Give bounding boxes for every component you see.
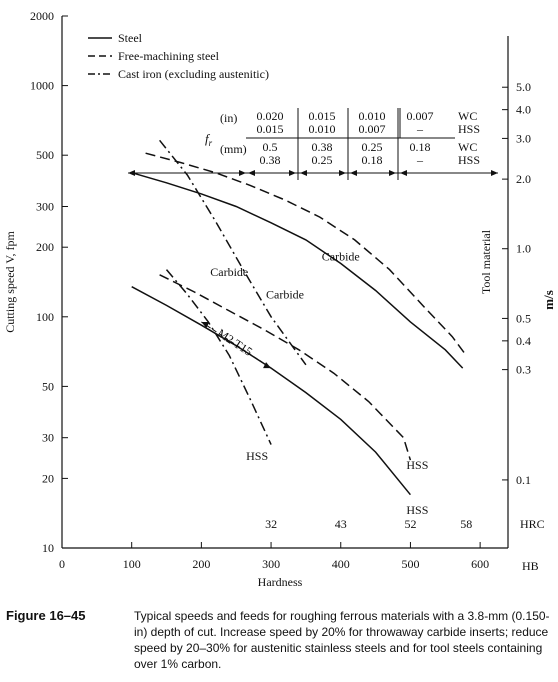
annotation-label: Carbide [210, 265, 248, 279]
series-line-3 [131, 286, 411, 496]
hrc-tick-label: 43 [335, 517, 347, 531]
feed-unit: (in) [220, 111, 237, 125]
feed-range-arrowhead [339, 170, 346, 176]
feed-range-arrowhead [289, 170, 296, 176]
feed-tool: HSS [458, 153, 480, 167]
y-right-tick-label: 1.0 [516, 242, 531, 256]
feed-cell-bottom: – [416, 153, 424, 167]
feed-cell-top: 0.015 [309, 109, 336, 123]
chart: 20001000500300200100503020105.04.03.02.0… [3, 9, 556, 589]
feed-range-arrowhead [350, 170, 357, 176]
feed-range-arrowhead [491, 170, 498, 176]
feed-range-arrowhead [300, 170, 307, 176]
series-line-1 [131, 171, 464, 369]
legend-label: Free-machining steel [118, 49, 220, 63]
x-tick-label: 100 [123, 557, 141, 571]
feed-cell-top: 0.007 [407, 109, 434, 123]
series-line-5 [159, 139, 307, 366]
feed-table: fr(in) 0.0200.0150.0150.0100.0100.0070.00… [128, 108, 498, 180]
feed-cell-bottom: 0.18 [362, 153, 383, 167]
y-right-tick-label: 0.3 [516, 363, 531, 377]
annotation-label: Carbide [322, 250, 360, 264]
series-line-4 [159, 274, 412, 461]
feed-cell-bottom: 0.38 [260, 153, 281, 167]
chart-axes: 20001000500300200100503020105.04.03.02.0… [3, 9, 556, 589]
legend-label: Steel [118, 31, 143, 45]
feed-range-arrowhead [128, 170, 135, 176]
feed-range-arrowhead [239, 170, 246, 176]
y-right-tick-label: 0.4 [516, 334, 531, 348]
x-tick-label: 200 [192, 557, 210, 571]
annotation-label: Carbide [266, 287, 304, 301]
tool-material-label: Tool material [479, 229, 493, 294]
y-axis-label: Cutting speed V, fpm [3, 231, 17, 333]
figure-label: Figure 16–45 [6, 608, 86, 623]
x-tick-label: 600 [471, 557, 489, 571]
legend-label: Cast iron (excluding austenitic) [118, 67, 269, 81]
figure-caption-text: Typical speeds and feeds for roughing fe… [134, 609, 550, 671]
chart-series [131, 139, 467, 496]
y-right-tick-label: 5.0 [516, 80, 531, 94]
hrc-tick-label: 32 [265, 517, 277, 531]
feed-symbol: fr [205, 131, 213, 148]
m2-t15-arrowhead [201, 321, 210, 328]
y-left-tick-label: 50 [42, 379, 54, 393]
y-left-tick-label: 20 [42, 471, 54, 485]
feed-cell-top: 0.5 [263, 140, 278, 154]
feed-cell-bottom: 0.007 [359, 122, 386, 136]
feed-range-arrowhead [400, 170, 407, 176]
feed-cell-top: 0.18 [410, 140, 431, 154]
feed-symbol-subscript: r [209, 138, 213, 148]
series-line-2 [145, 152, 467, 356]
y-left-tick-label: 2000 [30, 9, 54, 23]
y-right-tick-label: 4.0 [516, 103, 531, 117]
series-line-6 [165, 269, 272, 445]
feed-cell-bottom: 0.015 [257, 122, 284, 136]
y-right-tick-label: 0.5 [516, 311, 531, 325]
feed-cell-top: 0.25 [362, 140, 383, 154]
y-right-tick-label: 3.0 [516, 131, 531, 145]
feed-tool: WC [458, 140, 477, 154]
hrc-tick-label: 52 [404, 517, 416, 531]
x-tick-label: 400 [332, 557, 350, 571]
feed-unit: (mm) [220, 142, 247, 156]
annotation-label: HSS [406, 503, 428, 517]
annotation-label: HSS [246, 449, 268, 463]
y-left-tick-label: 1000 [30, 79, 54, 93]
x-tick-label: 0 [59, 557, 65, 571]
y-left-tick-label: 10 [42, 541, 54, 555]
feed-range-arrowhead [248, 170, 255, 176]
chart-legend: Steel Free-machining steel Cast iron (excl… [88, 31, 269, 81]
annotation-label: HSS [406, 458, 428, 472]
y-left-tick-label: 30 [42, 431, 54, 445]
feed-cell-bottom: 0.25 [312, 153, 333, 167]
feed-tool: HSS [458, 122, 480, 136]
feed-cell-top: 0.010 [359, 109, 386, 123]
feed-cell-bottom: – [416, 122, 424, 136]
y-left-tick-label: 300 [36, 199, 54, 213]
y-right-tick-label: 0.1 [516, 473, 531, 487]
hrc-tick-label: 58 [460, 517, 472, 531]
y-right-tick-label: 2.0 [516, 172, 531, 186]
feed-cell-top: 0.38 [312, 140, 333, 154]
m2-t15-arrowhead [263, 362, 272, 369]
y-left-tick-label: 200 [36, 240, 54, 254]
y-left-tick-label: 100 [36, 310, 54, 324]
x-axis-label: Hardness [258, 575, 303, 589]
hrc-unit: HRC [520, 517, 545, 531]
y-right-axis-label: m/s [541, 290, 556, 310]
hb-unit: HB [522, 559, 539, 573]
feed-cell-bottom: 0.010 [309, 122, 336, 136]
feed-tool: WC [458, 109, 477, 123]
y-left-tick-label: 500 [36, 148, 54, 162]
x-tick-label: 300 [262, 557, 280, 571]
feed-cell-top: 0.020 [257, 109, 284, 123]
x-tick-label: 500 [401, 557, 419, 571]
feed-range-arrowhead [389, 170, 396, 176]
